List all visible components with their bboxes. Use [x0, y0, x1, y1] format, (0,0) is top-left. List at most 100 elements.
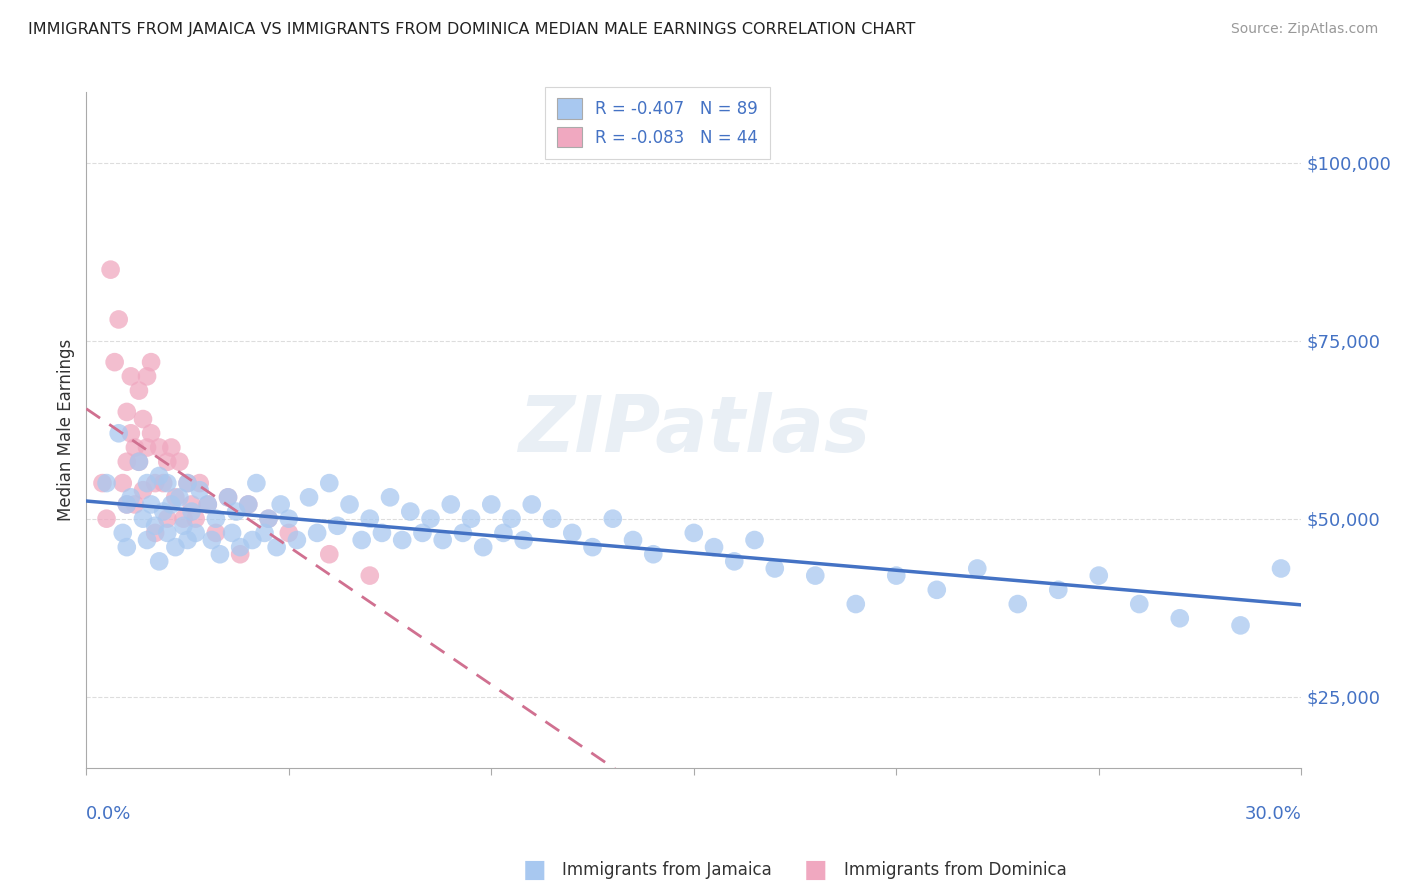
Point [107, 426, 129, 441]
Point [184, 511, 207, 525]
Point [744, 533, 766, 547]
Point [602, 511, 624, 525]
Point [541, 511, 564, 525]
Point [205, 511, 228, 525]
Point [136, 533, 159, 547]
Point [139, 426, 162, 441]
Point [318, 547, 340, 561]
Point [561, 525, 583, 540]
Point [169, 491, 191, 505]
Point [378, 491, 401, 505]
Point [201, 533, 224, 547]
Point [277, 525, 299, 540]
Point [1007, 597, 1029, 611]
Point [115, 455, 138, 469]
Point [100, 262, 122, 277]
Point [479, 498, 502, 512]
Point [136, 441, 159, 455]
Point [136, 369, 159, 384]
Point [240, 533, 263, 547]
Text: 0.0%: 0.0% [86, 805, 132, 823]
Point [143, 476, 166, 491]
Text: 30.0%: 30.0% [1244, 805, 1302, 823]
Point [115, 405, 138, 419]
Point [399, 504, 422, 518]
Point [621, 533, 644, 547]
Point [326, 518, 349, 533]
Point [173, 511, 195, 525]
Point [270, 498, 292, 512]
Point [253, 525, 276, 540]
Point [139, 498, 162, 512]
Point [225, 504, 247, 518]
Point [156, 525, 179, 540]
Point [156, 455, 179, 469]
Point [143, 518, 166, 533]
Point [520, 498, 543, 512]
Point [208, 547, 231, 561]
Point [176, 476, 198, 491]
Point [152, 504, 174, 518]
Point [115, 498, 138, 512]
Point [96, 511, 118, 525]
Point [723, 554, 745, 568]
Point [152, 476, 174, 491]
Point [1270, 561, 1292, 575]
Point [169, 455, 191, 469]
Point [120, 426, 142, 441]
Point [136, 476, 159, 491]
Point [1168, 611, 1191, 625]
Point [298, 491, 321, 505]
Point [132, 412, 155, 426]
Point [277, 511, 299, 525]
Point [440, 498, 463, 512]
Point [176, 533, 198, 547]
Point [115, 498, 138, 512]
Point [111, 476, 134, 491]
Point [643, 547, 665, 561]
Point [451, 525, 474, 540]
Point [188, 476, 211, 491]
Point [107, 312, 129, 326]
Point [128, 384, 150, 398]
Point [966, 561, 988, 575]
Text: Immigrants from Jamaica: Immigrants from Jamaica [562, 861, 772, 879]
Point [682, 525, 704, 540]
Point [128, 455, 150, 469]
Y-axis label: Median Male Earnings: Median Male Earnings [58, 339, 75, 521]
Point [371, 525, 394, 540]
Point [148, 469, 170, 483]
Point [391, 533, 413, 547]
Point [884, 568, 907, 582]
Point [104, 355, 127, 369]
Point [120, 369, 142, 384]
Point [229, 547, 252, 561]
Point [156, 476, 179, 491]
Point [217, 491, 239, 505]
Point [257, 511, 280, 525]
Point [197, 498, 219, 512]
Text: IMMIGRANTS FROM JAMAICA VS IMMIGRANTS FROM DOMINICA MEDIAN MALE EARNINGS CORRELA: IMMIGRANTS FROM JAMAICA VS IMMIGRANTS FR… [28, 22, 915, 37]
Point [411, 525, 433, 540]
Point [501, 511, 523, 525]
Text: Source: ZipAtlas.com: Source: ZipAtlas.com [1230, 22, 1378, 37]
Point [132, 511, 155, 525]
Point [124, 441, 146, 455]
Point [845, 597, 868, 611]
Point [512, 533, 534, 547]
Point [205, 525, 228, 540]
Point [160, 498, 183, 512]
Point [307, 525, 329, 540]
Point [581, 540, 603, 554]
Point [472, 540, 495, 554]
Point [143, 525, 166, 540]
Point [432, 533, 454, 547]
Point [1229, 618, 1251, 632]
Point [238, 498, 260, 512]
Point [1128, 597, 1150, 611]
Point [120, 491, 142, 505]
Point [1047, 582, 1070, 597]
Point [148, 441, 170, 455]
Text: ZIPatlas: ZIPatlas [517, 392, 870, 467]
Point [91, 476, 114, 491]
